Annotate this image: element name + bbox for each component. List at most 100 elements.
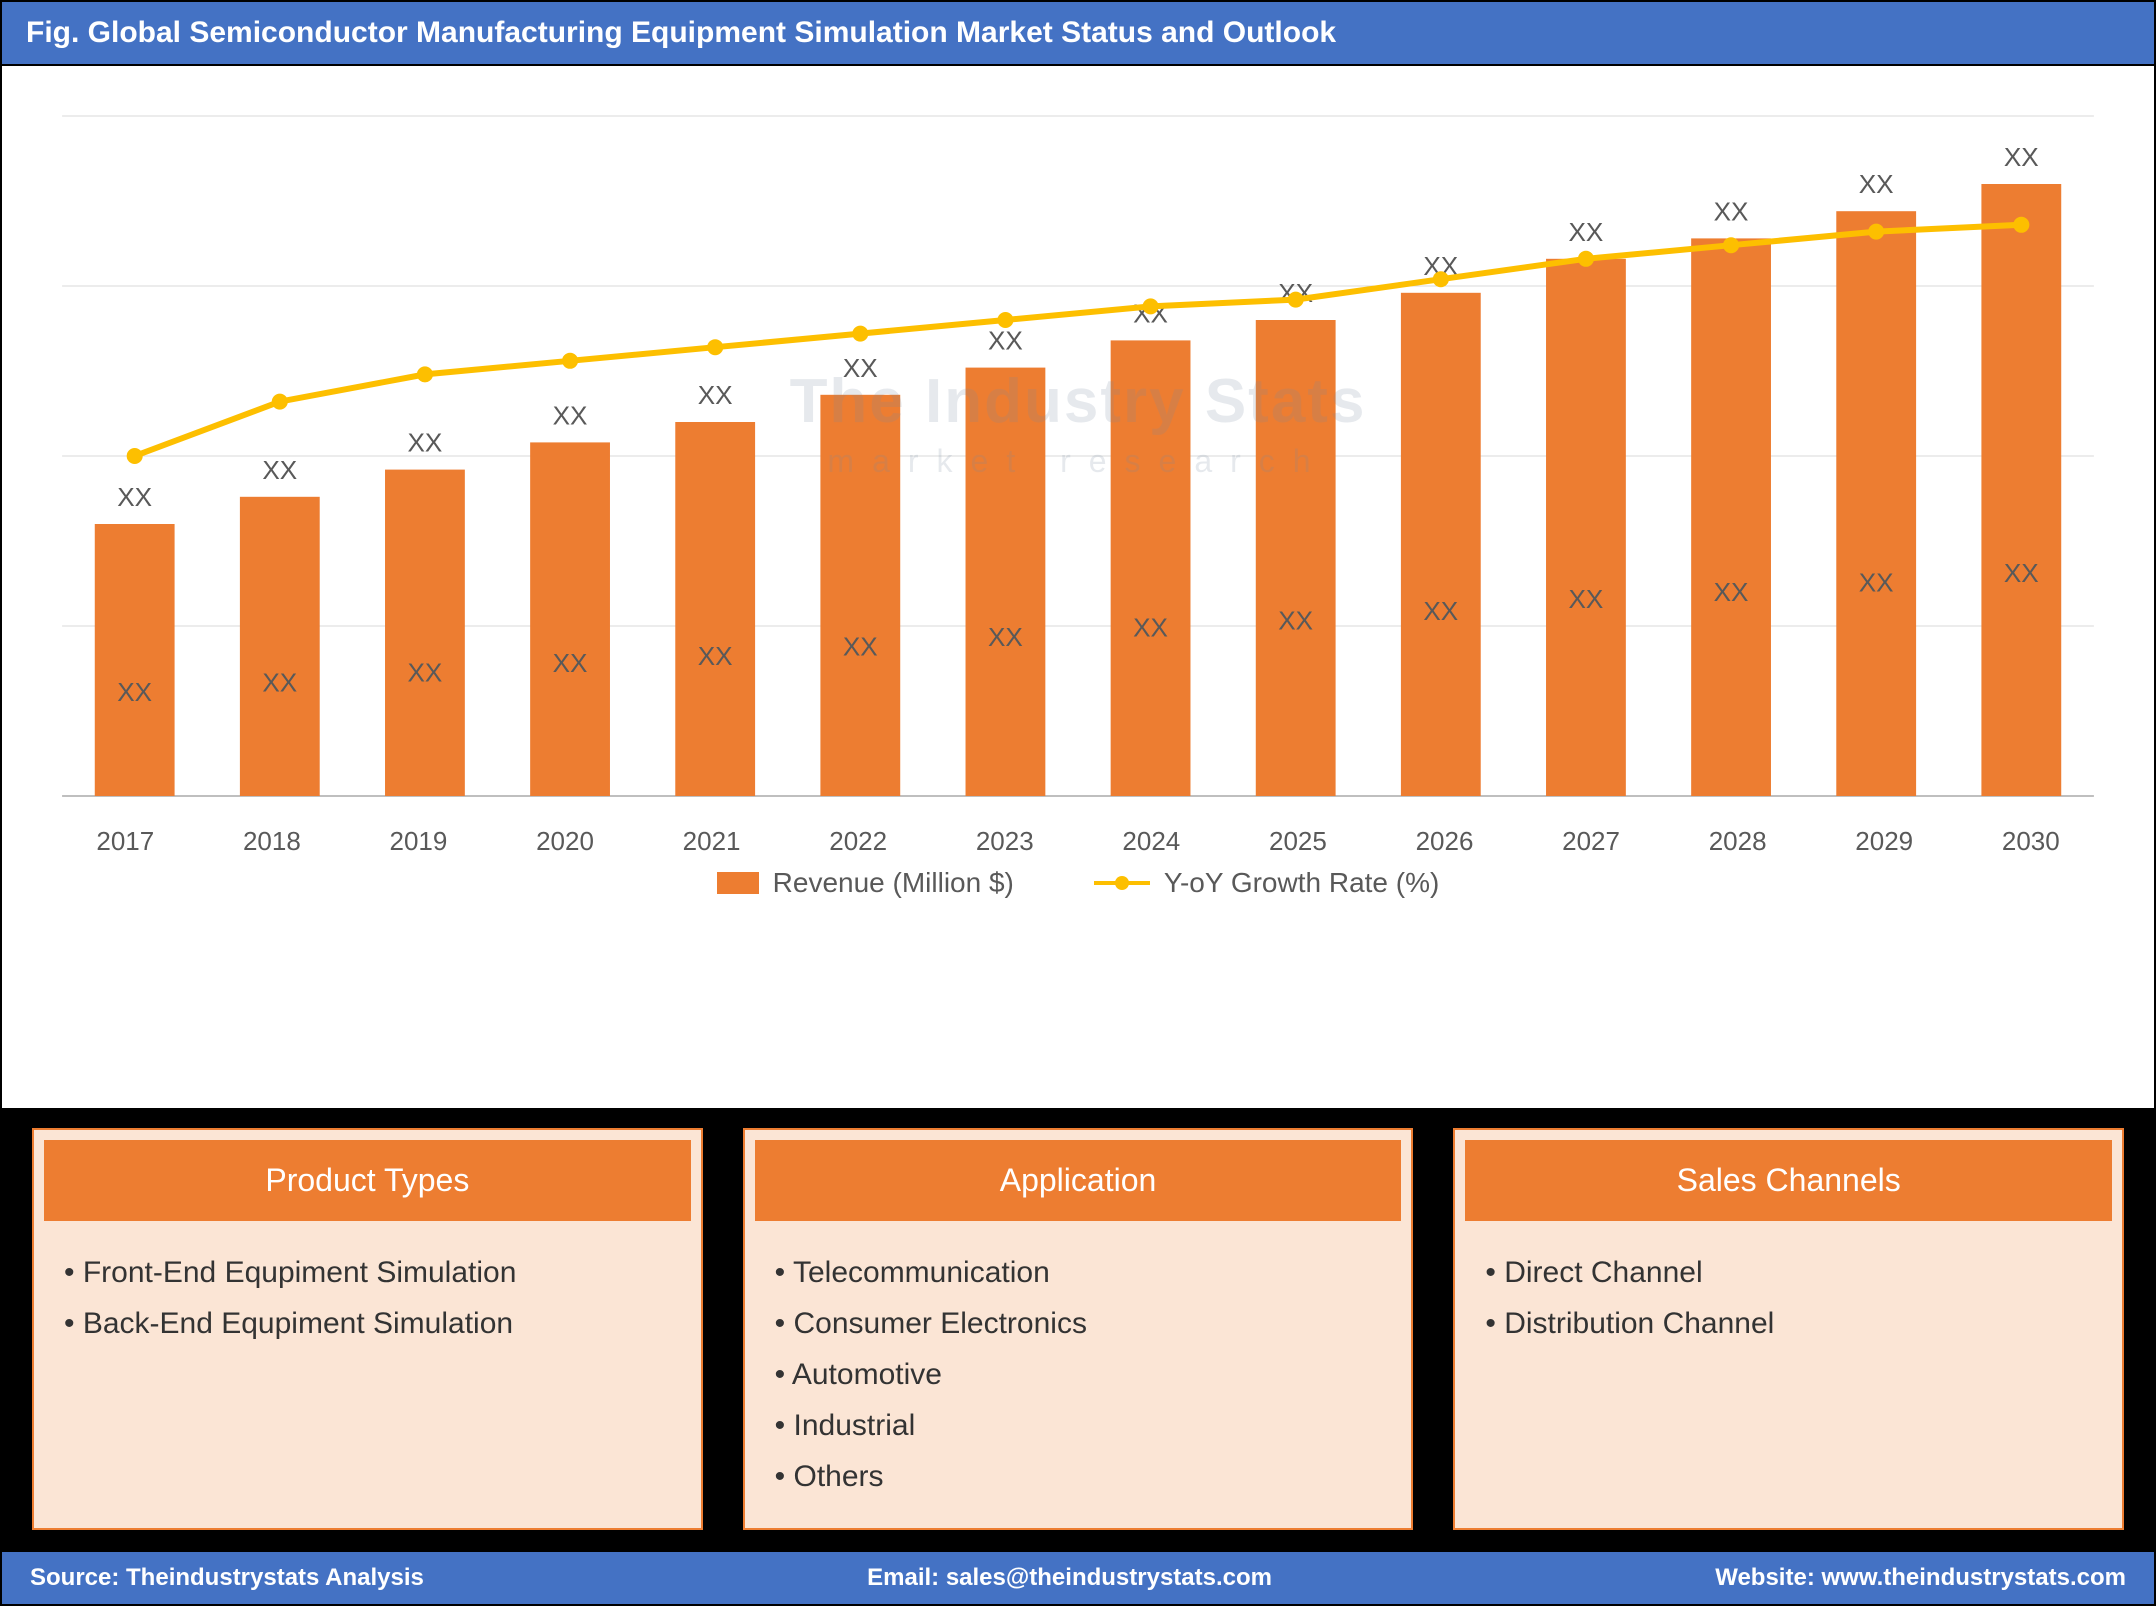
- figure-container: Fig. Global Semiconductor Manufacturing …: [0, 0, 2156, 1606]
- bar-bottom-label: XX: [2004, 558, 2039, 588]
- x-tick-label: 2023: [931, 826, 1078, 857]
- line-marker: [1143, 298, 1159, 314]
- legend-bar-label: Revenue (Million $): [773, 867, 1014, 899]
- bar: [95, 524, 175, 796]
- card-sales-channels: Sales Channels Direct ChannelDistributio…: [1453, 1128, 2124, 1530]
- bar-top-label: XX: [407, 428, 442, 458]
- line-marker: [562, 353, 578, 369]
- card-body: TelecommunicationConsumer ElectronicsAut…: [745, 1231, 1412, 1528]
- bar-bottom-label: XX: [1423, 596, 1458, 626]
- card-header: Sales Channels: [1465, 1140, 2112, 1221]
- bar-top-label: XX: [117, 482, 152, 512]
- bar-top-label: XX: [1859, 169, 1894, 199]
- bar: [1546, 259, 1626, 796]
- bar: [820, 395, 900, 796]
- x-axis-labels: 2017201820192020202120222023202420252026…: [42, 826, 2114, 857]
- x-tick-label: 2029: [1811, 826, 1958, 857]
- x-tick-label: 2030: [1958, 826, 2105, 857]
- bar-bottom-label: XX: [117, 677, 152, 707]
- line-marker: [2013, 217, 2029, 233]
- bar: [675, 422, 755, 796]
- bar-top-label: XX: [553, 400, 588, 430]
- bar: [1401, 293, 1481, 796]
- x-tick-label: 2020: [492, 826, 639, 857]
- line-marker: [127, 448, 143, 464]
- x-tick-label: 2022: [785, 826, 932, 857]
- x-tick-label: 2021: [638, 826, 785, 857]
- bar-top-label: XX: [988, 326, 1023, 356]
- footer-website: Website: www.theindustrystats.com: [1715, 1564, 2126, 1592]
- bar-top-label: XX: [1714, 196, 1749, 226]
- card-application: Application TelecommunicationConsumer El…: [743, 1128, 1414, 1530]
- bar-bottom-label: XX: [553, 648, 588, 678]
- list-item: Front-End Equpiment Simulation: [64, 1247, 671, 1298]
- bar-bottom-label: XX: [1133, 613, 1168, 643]
- line-marker: [707, 339, 723, 355]
- list-item: Consumer Electronics: [775, 1298, 1382, 1349]
- bar-bottom-label: XX: [698, 641, 733, 671]
- line-marker: [272, 394, 288, 410]
- card-header: Application: [755, 1140, 1402, 1221]
- bar: [1981, 184, 2061, 796]
- x-tick-label: 2028: [1664, 826, 1811, 857]
- bar-top-label: XX: [1569, 217, 1604, 247]
- footer-source: Source: Theindustrystats Analysis: [30, 1564, 424, 1592]
- card-header: Product Types: [44, 1140, 691, 1221]
- x-tick-label: 2019: [345, 826, 492, 857]
- x-tick-label: 2026: [1371, 826, 1518, 857]
- line-marker: [1578, 251, 1594, 267]
- legend-item-growth: Y-oY Growth Rate (%): [1094, 867, 1439, 899]
- footer-bar: Source: Theindustrystats Analysis Email:…: [2, 1550, 2154, 1604]
- line-marker: [997, 312, 1013, 328]
- footer-email: Email: sales@theindustrystats.com: [867, 1564, 1272, 1592]
- bar: [385, 470, 465, 796]
- line-marker: [417, 366, 433, 382]
- list-item: Telecommunication: [775, 1247, 1382, 1298]
- x-tick-label: 2018: [199, 826, 346, 857]
- line-marker: [1723, 237, 1739, 253]
- x-tick-label: 2027: [1518, 826, 1665, 857]
- chart-area: The Industry Stats market research XXXXX…: [2, 66, 2154, 1108]
- x-tick-label: 2025: [1225, 826, 1372, 857]
- bar: [1836, 211, 1916, 796]
- figure-title: Fig. Global Semiconductor Manufacturing …: [2, 2, 2154, 66]
- card-body: Front-End Equpiment SimulationBack-End E…: [34, 1231, 701, 1375]
- cards-row: Product Types Front-End Equpiment Simula…: [2, 1108, 2154, 1550]
- list-item: Direct Channel: [1485, 1247, 2092, 1298]
- card-product-types: Product Types Front-End Equpiment Simula…: [32, 1128, 703, 1530]
- x-tick-label: 2017: [52, 826, 199, 857]
- line-marker: [1868, 224, 1884, 240]
- bar-bottom-label: XX: [407, 658, 442, 688]
- combo-chart: XX XX XX XX XX XX XX XX XX XX XX XX XX XX XX XX XX XX XX XX…: [42, 96, 2114, 816]
- legend-line-label: Y-oY Growth Rate (%): [1164, 867, 1439, 899]
- bar-bottom-label: XX: [843, 632, 878, 662]
- bar-bottom-label: XX: [988, 622, 1023, 652]
- bar: [1111, 340, 1191, 796]
- line-marker: [852, 326, 868, 342]
- bar-top-label: XX: [2004, 142, 2039, 172]
- legend-item-revenue: Revenue (Million $): [717, 867, 1014, 899]
- list-item: Industrial: [775, 1400, 1382, 1451]
- list-item: Back-End Equpiment Simulation: [64, 1298, 671, 1349]
- bar-bottom-label: XX: [1859, 567, 1894, 597]
- bar-bottom-label: XX: [1714, 577, 1749, 607]
- bar: [1256, 320, 1336, 796]
- bar-top-label: XX: [843, 353, 878, 383]
- line-marker: [1288, 292, 1304, 308]
- bar-bottom-label: XX: [1569, 584, 1604, 614]
- bar: [1691, 238, 1771, 796]
- bar-top-label: XX: [262, 455, 297, 485]
- bar: [240, 497, 320, 796]
- bar: [530, 442, 610, 796]
- bar-bottom-label: XX: [262, 667, 297, 697]
- x-tick-label: 2024: [1078, 826, 1225, 857]
- legend-swatch-line: [1094, 881, 1150, 885]
- card-body: Direct ChannelDistribution Channel: [1455, 1231, 2122, 1375]
- legend-swatch-bar: [717, 872, 759, 894]
- list-item: Distribution Channel: [1485, 1298, 2092, 1349]
- list-item: Others: [775, 1451, 1382, 1502]
- chart-legend: Revenue (Million $) Y-oY Growth Rate (%): [42, 857, 2114, 919]
- line-marker: [1433, 271, 1449, 287]
- list-item: Automotive: [775, 1349, 1382, 1400]
- bar-bottom-label: XX: [1278, 605, 1313, 635]
